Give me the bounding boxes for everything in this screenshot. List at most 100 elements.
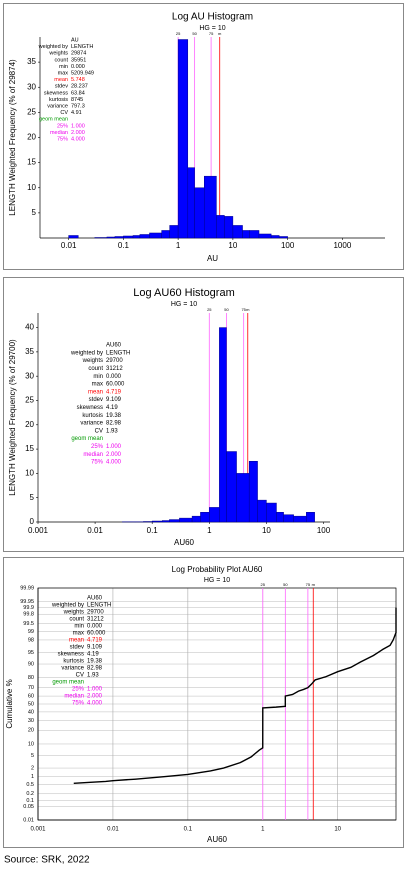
stats-label: mean [69, 638, 84, 644]
x-tick-label: 10 [228, 241, 237, 250]
stats-label: stdev [89, 397, 103, 403]
stats-value: LENGTH [87, 603, 111, 609]
bar [151, 520, 163, 523]
y-tick-label: 50 [28, 701, 34, 707]
bar [270, 235, 280, 239]
panel-frame [3, 557, 404, 848]
stats-label: weighted by [51, 603, 84, 609]
chart-subtitle: HG = 10 [199, 25, 225, 32]
bar [187, 167, 195, 239]
stats-label: weights [82, 358, 103, 364]
y-tick-label: 35 [27, 57, 36, 66]
y-tick-label: 0.2 [26, 791, 34, 797]
bar [226, 451, 237, 523]
y-tick-label: 0 [30, 517, 35, 526]
bar [68, 235, 79, 239]
stats-value: 19.38 [87, 659, 103, 665]
y-tick-label: 99.9 [23, 605, 34, 611]
bar [232, 225, 243, 239]
x-tick-label: 100 [281, 241, 295, 250]
stats-value: 0.000 [106, 374, 122, 380]
source-note: Source: SRK, 2022 [4, 855, 90, 866]
stats-value: LENGTH [106, 350, 130, 356]
y-tick-label: 10 [27, 183, 36, 192]
bar [278, 236, 288, 239]
stats-header: AU60 [87, 596, 103, 602]
stats-label: CV [76, 673, 84, 679]
bar [266, 502, 277, 523]
stats-value: 8745 [71, 97, 83, 103]
bar [249, 230, 260, 239]
stats-value: 9.109 [106, 397, 122, 403]
y-tick-label: 40 [25, 323, 34, 332]
y-tick-label: 0.01 [23, 817, 34, 823]
stats-label: 25% [72, 687, 85, 693]
chart-title: Log AU60 Histogram [133, 287, 235, 299]
bar [191, 515, 201, 523]
y-tick-label: 35 [25, 347, 34, 356]
stats-value: 0.000 [71, 64, 85, 70]
x-tick-label: 0.1 [184, 827, 193, 833]
stats-value: 31212 [106, 366, 123, 372]
stats-label: median [50, 130, 68, 136]
y-axis-label: LENGTH Weighted Frequency (% of 29700) [8, 339, 17, 496]
stats-value: 2.000 [106, 452, 122, 458]
stats-label: weighted by [38, 44, 69, 50]
reference-label: 25 [176, 31, 181, 36]
stats-value: 82.98 [87, 666, 103, 672]
stats-header: AU [71, 37, 79, 43]
y-tick-label: 0.05 [23, 804, 34, 810]
y-tick-label: 80 [28, 675, 34, 681]
bar [177, 39, 189, 239]
bar [248, 460, 258, 523]
chart-subtitle: HG = 10 [171, 301, 197, 308]
y-tick-label: 15 [27, 158, 36, 167]
x-tick-label: 0.1 [118, 241, 130, 250]
stats-value: 82.98 [106, 421, 122, 427]
bar [209, 507, 220, 523]
stats-label: kurtosis [49, 97, 68, 103]
bar [258, 233, 272, 239]
x-tick-label: 0.1 [147, 526, 159, 535]
stats-label: max [58, 70, 69, 76]
stats-value: 797.3 [71, 103, 85, 109]
stats-value: 2.000 [71, 130, 85, 136]
y-axis-label: Cumulative % [5, 679, 14, 728]
stats-label: count [88, 366, 103, 372]
panel-frame [3, 3, 404, 270]
stats-value: 0.000 [87, 624, 103, 630]
stats-header: AU60 [106, 343, 122, 349]
x-tick-label: 1 [207, 526, 212, 535]
stats-value: 5209.949 [71, 70, 94, 76]
stats-value: 29700 [87, 610, 104, 616]
reference-label: 75 [241, 307, 246, 312]
y-axis-label: LENGTH Weighted Frequency (% of 29874) [8, 59, 17, 216]
bar [200, 512, 210, 523]
stats-label: stdev [55, 84, 68, 90]
bar [179, 517, 193, 523]
bar [106, 236, 116, 239]
bar [216, 215, 225, 239]
probability-line [73, 607, 397, 785]
x-axis-label: AU [207, 254, 218, 263]
stats-value: 63.84 [71, 90, 85, 96]
stats-value: 29700 [106, 358, 123, 364]
stats-value: 1.93 [87, 673, 99, 679]
reference-label: m [312, 582, 316, 587]
bar [283, 514, 294, 523]
y-tick-label: 20 [27, 133, 36, 142]
stats-label: max [73, 631, 84, 637]
reference-label: 25 [207, 307, 212, 312]
chart-title: Log Probability Plot AU60 [172, 565, 263, 574]
y-tick-label: 99.95 [20, 599, 34, 605]
stats-label: max [92, 382, 103, 388]
stats-label: mean [54, 77, 68, 83]
reference-label: 50 [283, 582, 288, 587]
stats-label: kurtosis [82, 413, 103, 419]
x-tick-label: 1000 [333, 241, 351, 250]
y-tick-label: 90 [28, 661, 34, 667]
stats-label: weights [48, 51, 68, 57]
bar [161, 230, 170, 239]
stats-label: 25% [57, 123, 68, 129]
reference-label: 50 [224, 307, 229, 312]
